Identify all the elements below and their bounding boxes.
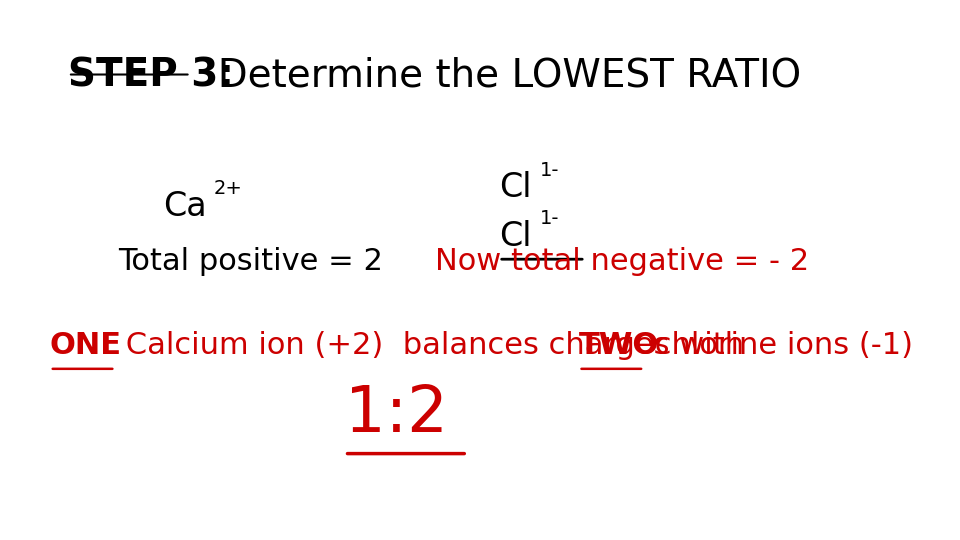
Text: Ca: Ca <box>163 190 207 223</box>
Text: Total positive = 2: Total positive = 2 <box>118 247 383 276</box>
Text: 1:2: 1:2 <box>345 383 447 445</box>
Text: Now total negative = - 2: Now total negative = - 2 <box>436 247 809 276</box>
Text: 1-: 1- <box>540 209 559 228</box>
Text: STEP 3:: STEP 3: <box>68 57 234 94</box>
Text: 2+: 2+ <box>213 179 242 198</box>
Text: Cl: Cl <box>499 220 531 253</box>
Text: 1-: 1- <box>540 160 559 179</box>
Text: Calcium ion (+2)  balances charges with: Calcium ion (+2) balances charges with <box>116 330 754 360</box>
Text: chlorine ions (-1): chlorine ions (-1) <box>645 330 913 360</box>
Text: Cl: Cl <box>499 171 531 204</box>
Text: Determine the LOWEST RATIO: Determine the LOWEST RATIO <box>193 57 802 94</box>
Text: TWO: TWO <box>579 330 659 360</box>
Text: ONE: ONE <box>50 330 122 360</box>
